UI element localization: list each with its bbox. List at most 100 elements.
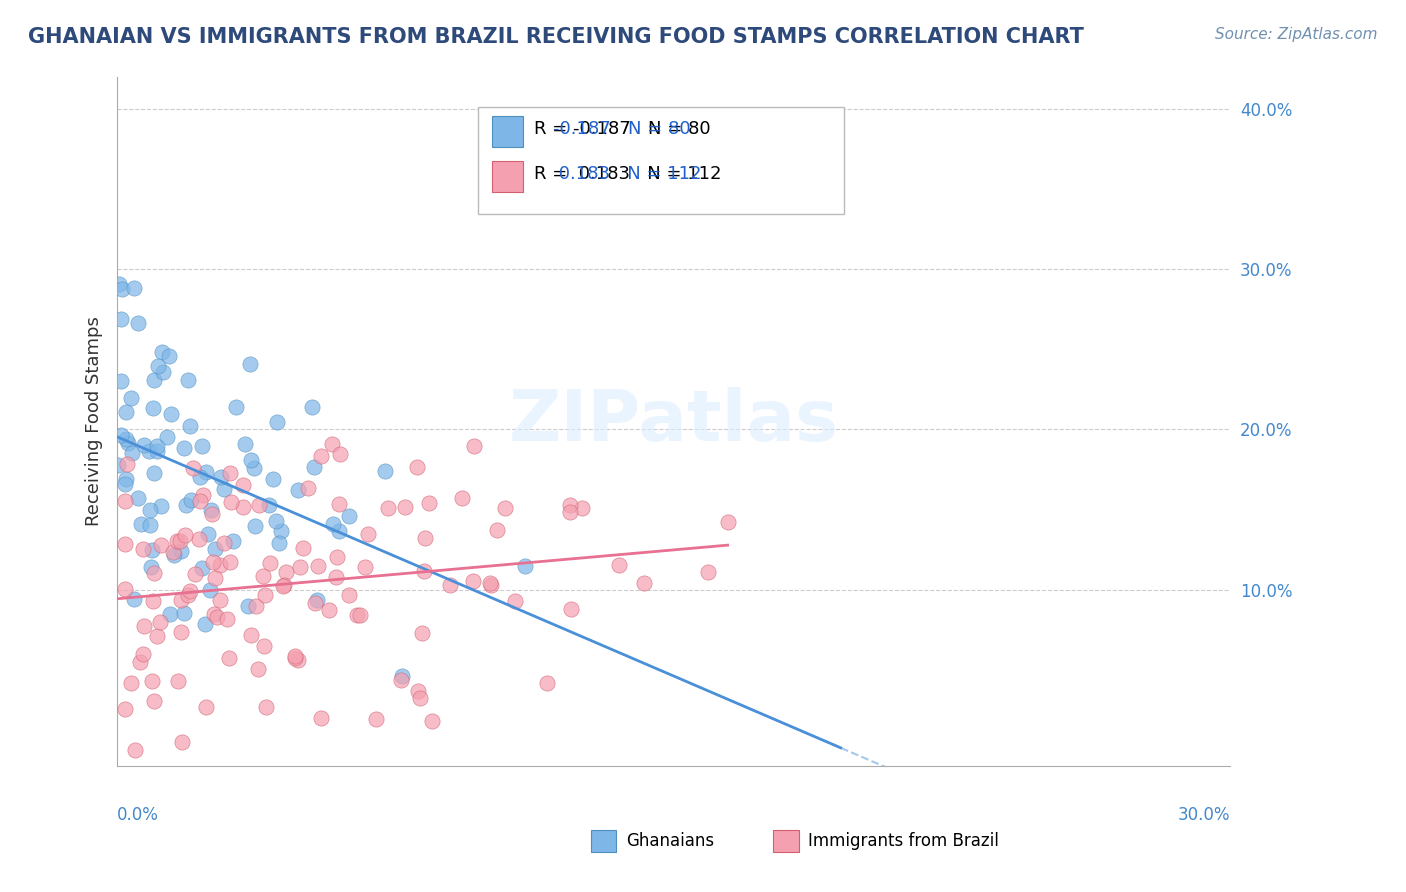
Point [115, 432, 138, 446]
Point [166, 534, 188, 549]
Point [138, 443, 160, 458]
Point [174, 528, 197, 542]
Point [219, 467, 242, 481]
Point [204, 571, 226, 585]
Point [486, 524, 509, 538]
Point [194, 617, 217, 632]
Point [156, 430, 179, 444]
Point [349, 607, 371, 622]
Point [143, 566, 166, 580]
Point [218, 651, 240, 665]
Point [191, 439, 214, 453]
Point [239, 453, 262, 467]
Point [364, 712, 387, 726]
Point [149, 499, 172, 513]
Point [439, 578, 461, 592]
Point [141, 674, 163, 689]
Point [558, 498, 581, 512]
Point [240, 628, 263, 642]
Point [374, 464, 396, 478]
Point [150, 344, 173, 359]
Point [142, 401, 165, 416]
Point [163, 548, 186, 562]
Point [170, 735, 193, 749]
Point [193, 488, 215, 502]
Point [328, 524, 350, 538]
Point [114, 537, 136, 551]
Point [633, 576, 655, 591]
Point [188, 470, 211, 484]
Point [184, 567, 207, 582]
Point [391, 669, 413, 683]
Text: ZIPatlas: ZIPatlas [509, 387, 839, 456]
Point [129, 517, 152, 532]
Point [139, 503, 162, 517]
Point [337, 588, 360, 602]
Point [176, 588, 198, 602]
Point [302, 460, 325, 475]
Point [170, 592, 193, 607]
Text: 0.183   N = 112: 0.183 N = 112 [553, 165, 702, 183]
Point [463, 439, 485, 453]
Point [305, 592, 328, 607]
Point [124, 742, 146, 756]
Point [478, 576, 501, 591]
Point [131, 648, 153, 662]
Point [170, 625, 193, 640]
Point [208, 592, 231, 607]
Point [219, 555, 242, 569]
Point [190, 561, 212, 575]
Point [284, 651, 307, 665]
Point [142, 594, 165, 608]
Point [197, 527, 219, 541]
Point [309, 450, 332, 464]
Point [159, 607, 181, 621]
Text: 30.0%: 30.0% [1178, 805, 1230, 823]
Point [215, 612, 238, 626]
Point [357, 527, 380, 541]
Point [127, 491, 149, 505]
Point [219, 495, 242, 509]
Point [108, 277, 131, 292]
Point [200, 583, 222, 598]
Point [696, 566, 718, 580]
Point [173, 607, 195, 621]
Point [406, 459, 429, 474]
Point [107, 458, 129, 472]
Point [117, 435, 139, 450]
Point [142, 373, 165, 387]
Point [114, 472, 136, 486]
Point [297, 482, 319, 496]
Point [274, 565, 297, 579]
Point [257, 498, 280, 512]
Point [571, 500, 593, 515]
Point [121, 446, 143, 460]
Point [420, 714, 443, 728]
Point [560, 601, 582, 615]
Point [157, 350, 180, 364]
Point [208, 558, 231, 573]
Point [201, 555, 224, 569]
Text: Immigrants from Brazil: Immigrants from Brazil [808, 832, 1000, 850]
Point [141, 543, 163, 558]
Point [270, 524, 292, 538]
Point [132, 619, 155, 633]
Point [494, 501, 516, 516]
Point [115, 405, 138, 419]
Text: GHANAIAN VS IMMIGRANTS FROM BRAZIL RECEIVING FOOD STAMPS CORRELATION CHART: GHANAIAN VS IMMIGRANTS FROM BRAZIL RECEI… [28, 27, 1084, 46]
Point [411, 626, 433, 640]
Point [389, 673, 412, 687]
Point [110, 428, 132, 442]
Point [354, 560, 377, 574]
Point [179, 418, 201, 433]
Point [243, 461, 266, 475]
Text: -0.187   N = 80: -0.187 N = 80 [553, 120, 690, 138]
Point [236, 599, 259, 614]
Point [201, 508, 224, 522]
Point [246, 662, 269, 676]
Text: Source: ZipAtlas.com: Source: ZipAtlas.com [1215, 27, 1378, 42]
Point [318, 603, 340, 617]
Point [145, 439, 167, 453]
Point [451, 491, 474, 505]
Point [253, 639, 276, 653]
